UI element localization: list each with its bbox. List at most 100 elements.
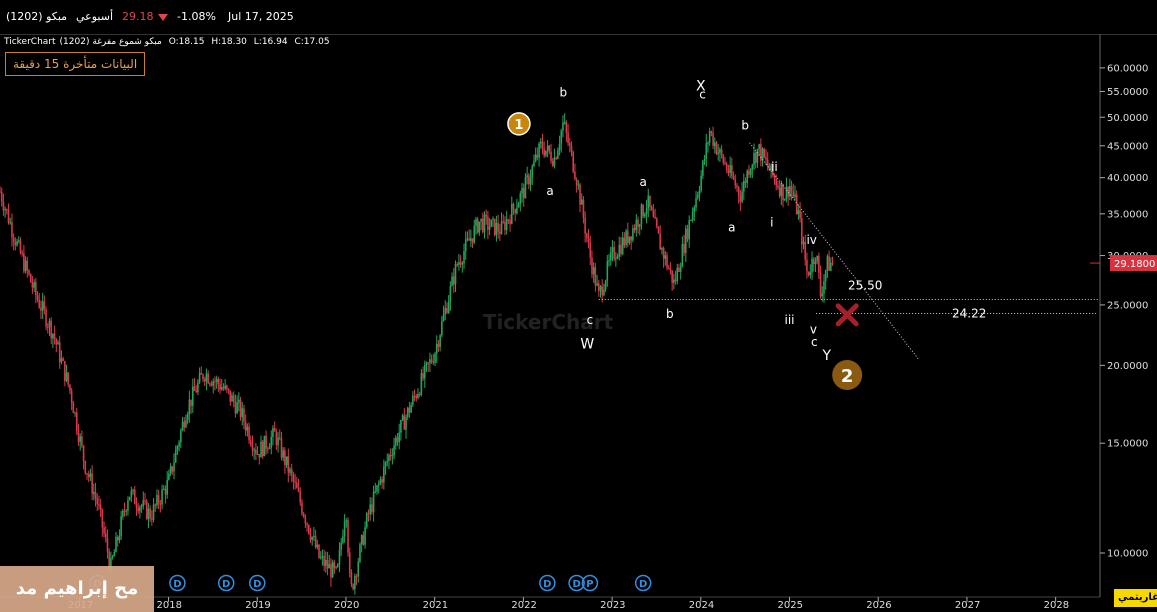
candle-body [70,390,73,403]
candle-body [133,489,136,505]
candle-body [618,244,621,257]
candle-body [563,122,566,124]
author-watermark: مح إبراهيم مد [15,578,139,599]
candle-body [253,449,255,451]
candle-body [696,194,699,198]
candle-body [99,504,102,510]
candle-body [483,214,486,232]
x-tick-label: 2020 [334,600,359,611]
ohlc-bar: TickerChart (1202) مبكو شموع مفرغة O:18.1… [4,37,334,47]
candle-body [790,186,793,192]
candle-body [644,214,646,217]
candle-body [31,282,34,288]
candle-body [14,241,17,246]
candle-body [594,267,597,286]
candle-body [89,473,92,477]
candle-body [52,333,54,339]
candle-body [2,201,5,211]
candle-body [17,240,20,242]
candle-body [12,237,15,242]
candle-body [381,479,383,483]
candle-body [251,444,254,451]
candle-body [674,279,677,282]
candle-body [202,374,204,380]
candle-body [493,218,496,235]
x-tick-label: 2019 [245,600,270,611]
candle-body [783,199,786,201]
candle-body [220,387,223,390]
candle-body [149,508,151,519]
candle-body [36,295,39,300]
candle-body [215,379,218,382]
candle-body [700,175,702,191]
candle-body [447,301,450,313]
candle-body [751,164,754,170]
candle-body [596,283,598,286]
candle-body [140,505,143,507]
candle-body [717,152,720,155]
candle-body [205,373,208,382]
candle-body [307,525,310,534]
candle-body [72,402,75,414]
candle-body [110,557,112,568]
candle-body [601,286,604,296]
wave-label: iii [785,313,795,327]
candle-body [802,241,805,245]
dividend-marker-label: D [173,579,181,590]
candle-body [516,207,518,214]
candle-body [93,491,95,494]
candle-body [111,556,114,558]
candle-body [756,148,759,163]
candle-body [429,359,431,364]
candles [0,113,834,595]
ohlc-source: TickerChart [4,37,56,47]
candle-body [804,241,807,260]
ohlc-open: O:18.15 [168,37,205,47]
candle-body [360,535,363,545]
candle-body [219,384,221,390]
candle-body [400,420,402,433]
candle-body [365,513,368,528]
candle-body [546,145,549,151]
period-label[interactable]: أسبوعي [76,10,114,23]
candle-body [512,203,515,210]
candle-body [405,416,407,430]
candle-body [7,209,10,224]
candle-body [715,142,718,155]
candle-body [217,379,220,385]
candle-body [819,272,822,297]
wave-label: v [810,322,817,336]
candle-body [456,264,458,266]
candle-body [719,149,721,153]
candle-body [579,184,581,205]
candle-body [570,145,573,152]
candle-body [688,220,691,240]
candle-body [403,415,406,430]
candle-body [626,230,629,244]
candle-body [171,466,174,472]
candle-body [43,301,46,310]
symbol-label[interactable]: (1202) مبكو [6,10,68,23]
candle-body [691,212,694,221]
candle-body [193,386,196,391]
price-chart[interactable]: TickerChart 60.0000 55.0000 50.0000 45.0000 4… [0,34,1157,612]
candle-body [287,456,290,473]
candle-body [741,191,743,202]
candle-body [495,222,498,235]
candle-body [528,175,530,185]
candle-body [466,238,469,240]
log-scale-toggle[interactable]: لوغاريتمي [1114,589,1157,607]
candle-body [616,256,619,259]
candle-body [244,421,247,431]
candle-body [632,228,634,241]
candle-body [410,404,412,413]
wave-label: b [559,85,567,99]
candle-body [538,143,540,158]
candle-body [86,473,88,475]
candle-body [234,401,237,414]
candle-body [490,219,493,227]
candle-body [485,214,487,217]
candle-body [800,218,803,245]
candle-body [355,576,358,578]
candle-body [510,203,513,224]
